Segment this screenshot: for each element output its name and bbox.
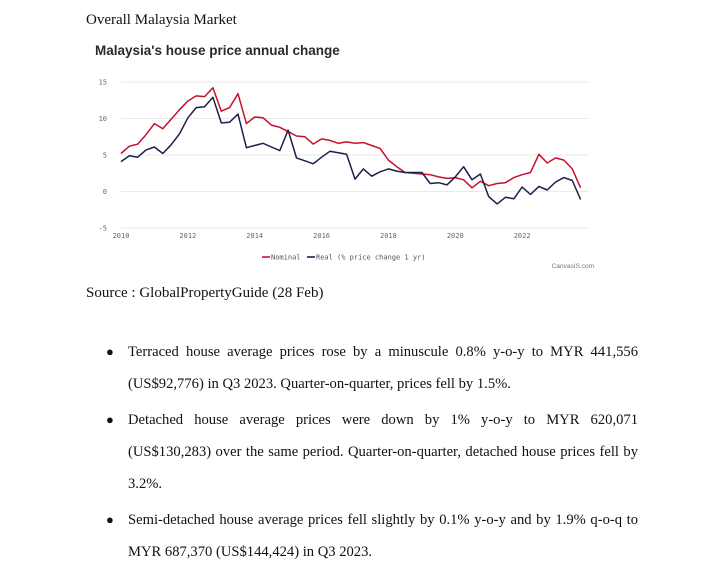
chart-title: Malaysia's house price annual change	[95, 43, 340, 58]
series-line-nominal	[120, 87, 582, 189]
bullet-icon: ●	[106, 344, 114, 359]
series-lines	[120, 87, 582, 205]
x-tick-label: 2022	[514, 232, 531, 240]
legend-label-real: Real	[316, 254, 333, 262]
x-tick-label: 2020	[447, 232, 464, 240]
chart-credit: CanvasIS.com	[552, 263, 594, 270]
bullet-item-detached: ● Detached house average prices were down…	[104, 404, 638, 500]
gridlines	[121, 81, 589, 229]
x-tick-label: 2014	[246, 232, 263, 240]
bullet-text-terraced: Terraced house average prices rose by a …	[128, 344, 638, 392]
source-citation: Source : GlobalPropertyGuide (28 Feb)	[86, 285, 324, 301]
chart-legend: Nominal Real (% price change 1 yr)	[262, 254, 426, 262]
y-tick-label: 10	[99, 115, 107, 123]
y-tick-label: 15	[99, 79, 107, 87]
x-axis-ticks: 2010 2012 2014 2016 2018 2020 2022	[113, 232, 531, 240]
house-price-chart: -5 0 5 10 15 2010 2012 2014 2016 2018 2020 2022 No…	[99, 79, 594, 271]
legend-label-nominal: Nominal	[271, 254, 301, 262]
bullet-text-detached: Detached house average prices were down …	[128, 412, 638, 492]
y-tick-label: 5	[103, 152, 107, 160]
x-tick-label: 2018	[380, 232, 397, 240]
bullet-text-semi-detached: Semi-detached house average prices fell …	[128, 512, 638, 560]
bullet-list: ● Terraced house average prices rose by a…	[104, 336, 638, 572]
y-tick-label: 0	[103, 188, 107, 196]
x-tick-label: 2016	[313, 232, 330, 240]
x-tick-label: 2012	[179, 232, 196, 240]
legend-note: (% price change 1 yr)	[337, 254, 426, 262]
bullet-icon: ●	[106, 512, 114, 527]
series-line-real	[120, 96, 582, 205]
bullet-item-terraced: ● Terraced house average prices rose by a…	[104, 336, 638, 400]
bullet-icon: ●	[106, 412, 114, 427]
y-axis-ticks: -5 0 5 10 15	[99, 79, 107, 233]
y-tick-label: -5	[99, 225, 107, 233]
bullet-item-semi-detached: ● Semi-detached house average prices fell…	[104, 504, 638, 568]
x-tick-label: 2010	[113, 232, 130, 240]
section-title: Overall Malaysia Market	[86, 12, 237, 28]
